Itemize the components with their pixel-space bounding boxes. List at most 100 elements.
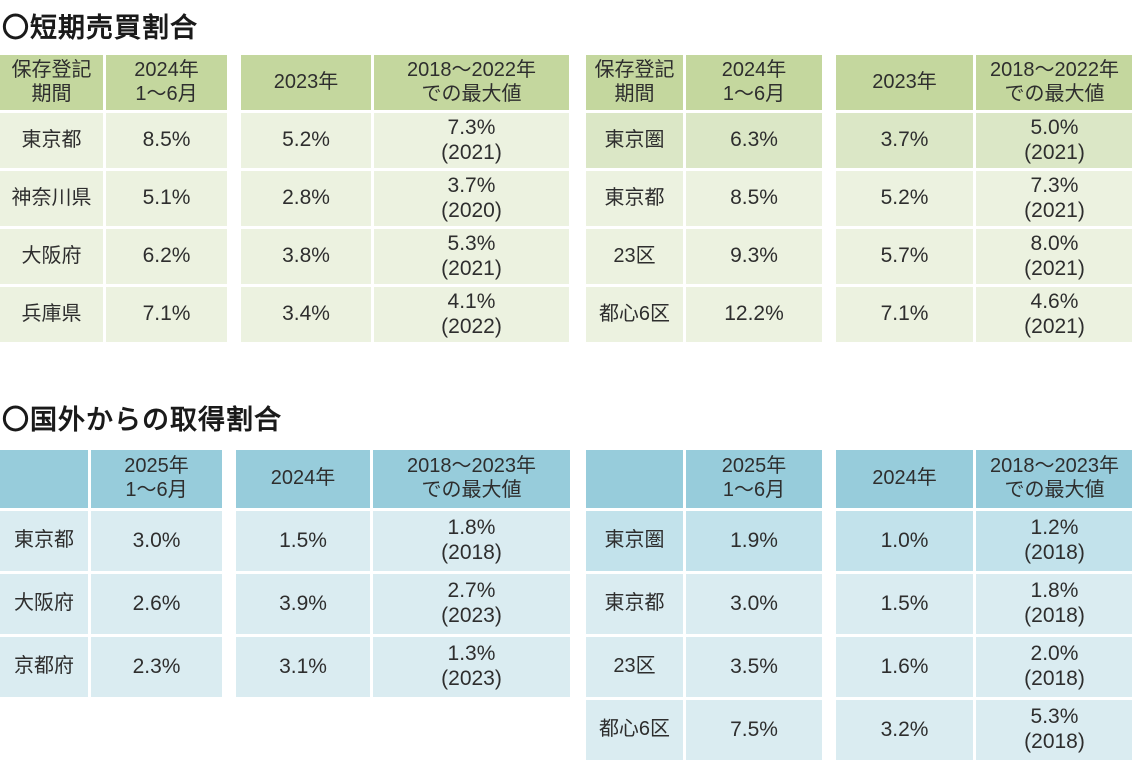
- value-historical-max: 8.0% (2021): [976, 229, 1132, 284]
- value-current-half: 7.5%: [686, 700, 822, 760]
- region-label: 東京圏: [586, 113, 683, 168]
- value-historical-max: 4.1% (2022): [374, 287, 569, 342]
- header-blank: [586, 450, 683, 508]
- value-historical-max: 4.6% (2021): [976, 287, 1132, 342]
- header-registration-period: 保存登記 期間: [0, 55, 103, 110]
- region-label: 東京圏: [586, 511, 683, 571]
- region-label: 神奈川県: [0, 171, 103, 226]
- column-gap-spacer: [225, 574, 233, 634]
- column-gap-spacer: [825, 511, 833, 571]
- short-term-prefecture-table: 保存登記 期間 2024年 1〜6月 2023年 2018〜2022年 での最大…: [0, 55, 569, 342]
- header-max-2018-2023: 2018〜2023年 での最大値: [373, 450, 570, 508]
- section-title-overseas-acquisition: 〇国外からの取得割合: [2, 405, 282, 435]
- header-max-2018-2022: 2018〜2022年 での最大値: [374, 55, 569, 110]
- region-label: 大阪府: [0, 229, 103, 284]
- value-historical-max: 2.7% (2023): [373, 574, 570, 634]
- header-registration-period: 保存登記 期間: [586, 55, 683, 110]
- value-prior-year: 5.7%: [836, 229, 973, 284]
- column-gap-spacer: [825, 287, 833, 342]
- value-historical-max: 5.0% (2021): [976, 113, 1132, 168]
- value-current-half: 8.5%: [106, 113, 227, 168]
- column-gap-spacer: [825, 700, 833, 760]
- value-current-half: 1.9%: [686, 511, 822, 571]
- value-historical-max: 7.3% (2021): [976, 171, 1132, 226]
- value-prior-year: 5.2%: [836, 171, 973, 226]
- region-label: 東京都: [0, 511, 88, 571]
- section-title-short-term-trading: 〇短期売買割合: [2, 13, 198, 43]
- short-term-tokyo-area-table: 保存登記 期間 2024年 1〜6月 2023年 2018〜2022年 での最大…: [586, 55, 1132, 342]
- value-current-half: 6.2%: [106, 229, 227, 284]
- region-label: 23区: [586, 637, 683, 697]
- value-current-half: 12.2%: [686, 287, 822, 342]
- value-prior-year: 7.1%: [836, 287, 973, 342]
- value-historical-max: 1.3% (2023): [373, 637, 570, 697]
- column-gap-spacer: [825, 637, 833, 697]
- value-current-half: 6.3%: [686, 113, 822, 168]
- region-label: 大阪府: [0, 574, 88, 634]
- value-historical-max: 2.0% (2018): [976, 637, 1132, 697]
- header-2024-h1: 2024年 1〜6月: [106, 55, 227, 110]
- region-label: 23区: [586, 229, 683, 284]
- column-gap-spacer: [225, 511, 233, 571]
- column-gap-spacer: [230, 287, 238, 342]
- value-current-half: 9.3%: [686, 229, 822, 284]
- value-historical-max: 1.8% (2018): [976, 574, 1132, 634]
- column-gap-spacer: [825, 113, 833, 168]
- value-current-half: 7.1%: [106, 287, 227, 342]
- column-gap-spacer: [230, 113, 238, 168]
- region-label: 東京都: [586, 171, 683, 226]
- header-2024-h1: 2024年 1〜6月: [686, 55, 822, 110]
- column-gap-spacer: [230, 55, 238, 110]
- column-gap-spacer: [825, 450, 833, 508]
- value-current-half: 5.1%: [106, 171, 227, 226]
- region-label: 京都府: [0, 637, 88, 697]
- region-label: 兵庫県: [0, 287, 103, 342]
- region-label: 東京都: [0, 113, 103, 168]
- header-2023: 2023年: [836, 55, 973, 110]
- value-prior-year: 3.7%: [836, 113, 973, 168]
- region-label: 東京都: [586, 574, 683, 634]
- value-prior-year: 3.2%: [836, 700, 973, 760]
- overseas-tokyo-area-table: 2025年 1〜6月 2024年 2018〜2023年 での最大値 東京圏 1.…: [586, 450, 1132, 760]
- value-prior-year: 2.8%: [241, 171, 371, 226]
- column-gap-spacer: [825, 55, 833, 110]
- column-gap-spacer: [230, 171, 238, 226]
- header-blank: [0, 450, 88, 508]
- region-label: 都心6区: [586, 700, 683, 760]
- header-2025-h1: 2025年 1〜6月: [91, 450, 222, 508]
- value-prior-year: 3.1%: [236, 637, 370, 697]
- value-prior-year: 1.5%: [836, 574, 973, 634]
- region-label: 都心6区: [586, 287, 683, 342]
- overseas-prefecture-table: 2025年 1〜6月 2024年 2018〜2023年 での最大値 東京都 3.…: [0, 450, 570, 697]
- column-gap-spacer: [825, 171, 833, 226]
- value-prior-year: 1.0%: [836, 511, 973, 571]
- column-gap-spacer: [825, 229, 833, 284]
- value-prior-year: 1.5%: [236, 511, 370, 571]
- header-max-2018-2023: 2018〜2023年 での最大値: [976, 450, 1132, 508]
- column-gap-spacer: [225, 450, 233, 508]
- header-2023: 2023年: [241, 55, 371, 110]
- value-historical-max: 5.3% (2021): [374, 229, 569, 284]
- value-current-half: 2.3%: [91, 637, 222, 697]
- value-prior-year: 3.8%: [241, 229, 371, 284]
- value-current-half: 3.0%: [686, 574, 822, 634]
- value-prior-year: 1.6%: [836, 637, 973, 697]
- value-prior-year: 5.2%: [241, 113, 371, 168]
- column-gap-spacer: [825, 574, 833, 634]
- column-gap-spacer: [225, 637, 233, 697]
- header-max-2018-2022: 2018〜2022年 での最大値: [976, 55, 1132, 110]
- value-historical-max: 3.7% (2020): [374, 171, 569, 226]
- value-prior-year: 3.4%: [241, 287, 371, 342]
- value-historical-max: 1.2% (2018): [976, 511, 1132, 571]
- column-gap-spacer: [230, 229, 238, 284]
- header-2024: 2024年: [236, 450, 370, 508]
- value-historical-max: 1.8% (2018): [373, 511, 570, 571]
- value-current-half: 2.6%: [91, 574, 222, 634]
- value-current-half: 8.5%: [686, 171, 822, 226]
- header-2024: 2024年: [836, 450, 973, 508]
- value-prior-year: 3.9%: [236, 574, 370, 634]
- value-historical-max: 7.3% (2021): [374, 113, 569, 168]
- value-current-half: 3.5%: [686, 637, 822, 697]
- header-2025-h1: 2025年 1〜6月: [686, 450, 822, 508]
- value-current-half: 3.0%: [91, 511, 222, 571]
